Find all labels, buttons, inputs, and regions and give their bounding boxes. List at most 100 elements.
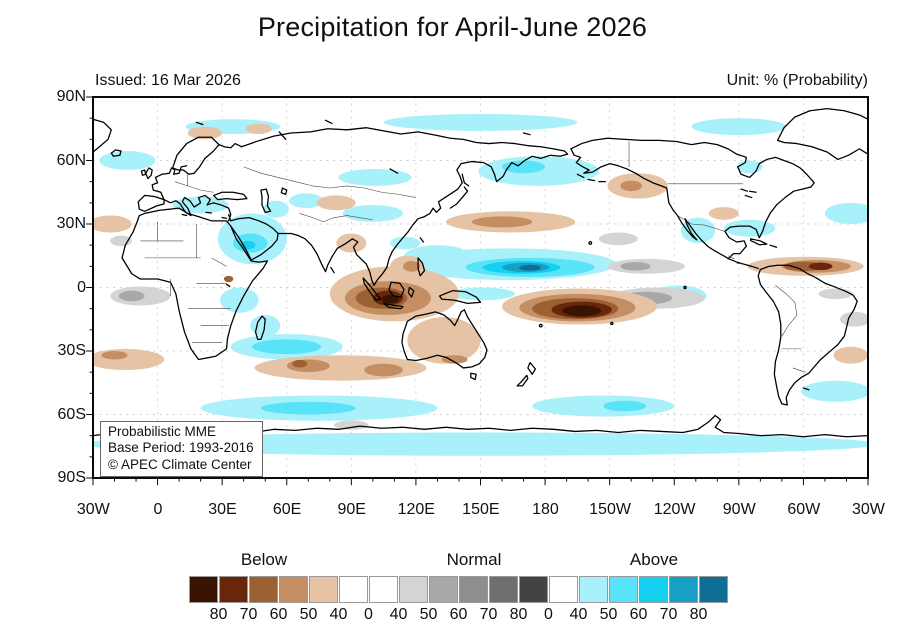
colorbar-tick-label: 70 <box>239 606 258 623</box>
lon-tick-label: 150E <box>462 501 500 518</box>
shaded-region-b50 <box>620 180 642 192</box>
shaded-region-b40 <box>93 215 132 233</box>
coast-africa <box>121 207 269 361</box>
coast-north-america-arctic <box>570 137 815 260</box>
shaded-region-a40 <box>172 196 229 214</box>
colorbar-tick-label: 80 <box>509 606 528 623</box>
attribution-box: Probabilistic MME Base Period: 1993-2016… <box>100 421 263 478</box>
coast-taiwan <box>419 237 425 243</box>
coast-cuba <box>750 238 768 246</box>
axis-ticks <box>86 96 869 486</box>
lat-tick-label: 60N <box>56 151 86 169</box>
issued-date-label: Issued: 16 Mar 2026 <box>95 72 241 89</box>
shaded-region-b50 <box>286 359 330 373</box>
coast-tasmania <box>470 372 477 381</box>
colorbar-tick-label: 70 <box>479 606 498 623</box>
shaded-region-b40 <box>187 126 223 140</box>
shaded-region-n50 <box>620 262 651 271</box>
coast-aleutians <box>576 173 607 183</box>
shaded-region-a50 <box>260 401 356 415</box>
coast-scandinavia <box>172 136 220 175</box>
shaded-region-a40 <box>99 150 156 171</box>
lake-caspian <box>260 188 272 213</box>
shaded-region-n40 <box>598 232 638 246</box>
colorbar-cell <box>279 576 308 603</box>
colorbar-section-label: Normal <box>446 550 502 569</box>
lat-tick-label: 30S <box>57 342 86 359</box>
shaded-region-a40 <box>450 287 515 301</box>
colorbar-cell <box>519 576 548 603</box>
lon-tick-label: 120W <box>653 501 696 518</box>
shaded-region-b40 <box>407 317 481 364</box>
coast-nz-north <box>527 362 537 375</box>
coast-falklands <box>802 387 810 391</box>
coast-new-guinea <box>438 290 482 305</box>
island-galapagos <box>683 285 687 290</box>
coast-sulawesi <box>407 286 415 298</box>
lon-tick-label: 30W <box>851 501 885 518</box>
colorbar <box>189 576 728 603</box>
coast-mediterranean-north <box>163 194 232 222</box>
shaded-region-a40 <box>736 160 763 174</box>
shaded-region-b60 <box>223 275 234 283</box>
coast-java <box>382 302 404 310</box>
colorbar-cell <box>369 576 398 603</box>
lake-black-sea <box>212 191 248 201</box>
lake-aral <box>280 187 288 196</box>
lat-tick-label: 90S <box>57 469 86 486</box>
shaded-region-b40 <box>833 346 868 364</box>
colorbar-tick-label: 50 <box>599 606 618 623</box>
shaded-region-a40 <box>288 193 324 209</box>
shaded-region-b40 <box>245 123 272 135</box>
colorbar-cell <box>699 576 728 603</box>
shaded-region-a40 <box>801 380 868 402</box>
lon-tick-label: 180 <box>532 501 559 518</box>
colorbar-tick-label: 0 <box>364 606 373 623</box>
coast-crete <box>205 211 213 214</box>
colorbar-tick-label: 60 <box>269 606 288 623</box>
coast-nz-south <box>516 374 529 387</box>
colorbar-tick-label: 0 <box>544 606 553 623</box>
coast-severnaya <box>324 119 333 125</box>
colorbar-cell <box>639 576 668 603</box>
shaded-region-b80 <box>381 294 399 304</box>
shaded-region-n40 <box>818 288 853 300</box>
shaded-region-a40 <box>263 200 289 218</box>
shaded-region-a40 <box>338 168 412 186</box>
colorbar-cell <box>579 576 608 603</box>
lon-tick-label: 60E <box>272 501 302 518</box>
colorbar-cell <box>399 576 428 603</box>
lon-tick-label: 60W <box>787 501 821 518</box>
shaded-region-a40 <box>532 395 675 417</box>
coast-sumatra <box>362 277 382 301</box>
island-fiji <box>538 323 543 328</box>
coast-australia <box>401 309 488 369</box>
colorbar-tick-label: 40 <box>329 606 348 623</box>
lake-victoria <box>225 283 231 288</box>
coast-ireland <box>140 169 147 176</box>
coast-iceland <box>110 149 122 157</box>
coast-madagascar <box>254 315 266 340</box>
lat-tick-label: 60S <box>57 405 86 423</box>
colorbar-tick-label: 40 <box>569 606 588 623</box>
coast-japan <box>449 186 469 209</box>
coast-kola <box>218 142 243 149</box>
colorbar-section-label: Below <box>240 550 288 569</box>
colorbar-cell <box>609 576 638 603</box>
colorbar-tick-labels: 80 70 60 50 40 0 40 50 60 70 80 0 40 50 60 70 80 <box>189 606 728 626</box>
shaded-region-a50 <box>603 400 647 412</box>
attribution-line: Base Period: 1993-2016 <box>108 440 254 456</box>
chart-title: Precipitation for April-June 2026 <box>257 12 648 42</box>
colorbar-cell <box>429 576 458 603</box>
shaded-region-b40 <box>93 348 165 371</box>
coast-arabia <box>230 225 279 261</box>
coast-greenland-west-fragment <box>93 118 112 153</box>
colorbar-cell <box>189 576 218 603</box>
coast-novaya-zemlya <box>278 131 287 140</box>
colorbar-cell <box>549 576 578 603</box>
coastlines <box>93 108 868 438</box>
shaded-region-a40 <box>824 202 868 224</box>
coast-west-europe <box>151 165 188 201</box>
shaded-region-a40 <box>691 118 787 136</box>
coast-iberia <box>137 194 165 212</box>
